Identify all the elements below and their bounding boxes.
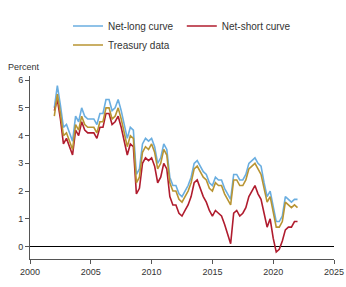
svg-text:5: 5 xyxy=(18,103,23,113)
svg-text:1: 1 xyxy=(18,214,23,224)
svg-text:2: 2 xyxy=(18,186,23,196)
svg-text:6: 6 xyxy=(18,75,23,85)
svg-text:2015: 2015 xyxy=(202,267,222,277)
svg-text:Treasury data: Treasury data xyxy=(108,40,170,51)
svg-text:2000: 2000 xyxy=(20,267,40,277)
svg-text:Percent: Percent xyxy=(8,62,40,72)
svg-text:Net-long curve: Net-long curve xyxy=(108,21,173,32)
svg-text:Net-short curve: Net-short curve xyxy=(222,21,291,32)
svg-text:4: 4 xyxy=(18,131,23,141)
svg-text:3: 3 xyxy=(18,158,23,168)
svg-text:2010: 2010 xyxy=(142,267,162,277)
svg-text:2005: 2005 xyxy=(81,267,101,277)
svg-text:2025: 2025 xyxy=(324,267,344,277)
svg-text:0: 0 xyxy=(18,242,23,252)
svg-text:2020: 2020 xyxy=(263,267,283,277)
